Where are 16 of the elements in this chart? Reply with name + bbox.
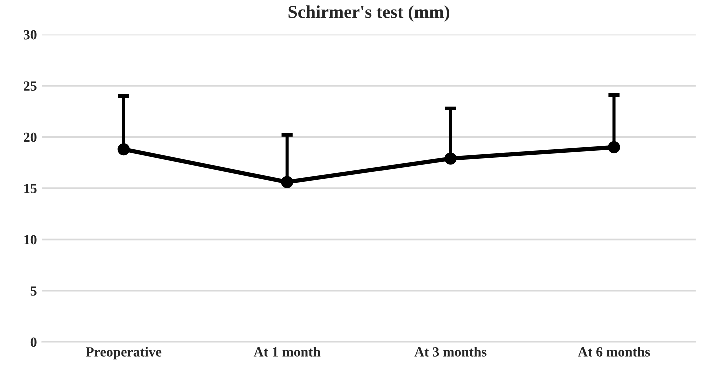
y-tick-label: 20 [24,132,37,142]
x-tick-label: Preoperative [86,347,162,360]
point [281,176,294,188]
point [444,152,457,165]
x-tick-label: At 6 months [578,347,650,357]
y-tick-label: 30 [24,30,37,40]
y-tick-label: 25 [24,82,37,91]
chart-title: Schirmer's test (mm) [288,6,450,22]
x-tick-label: At 1 month [254,347,321,357]
y-tick-label: 10 [24,235,37,245]
y-tick-label: 5 [30,286,37,296]
point [118,143,130,156]
y-tick-label: 15 [24,184,37,194]
x-tick-label: At 3 months [414,347,487,357]
y-tick-label: 0 [30,338,37,348]
point [608,141,620,154]
